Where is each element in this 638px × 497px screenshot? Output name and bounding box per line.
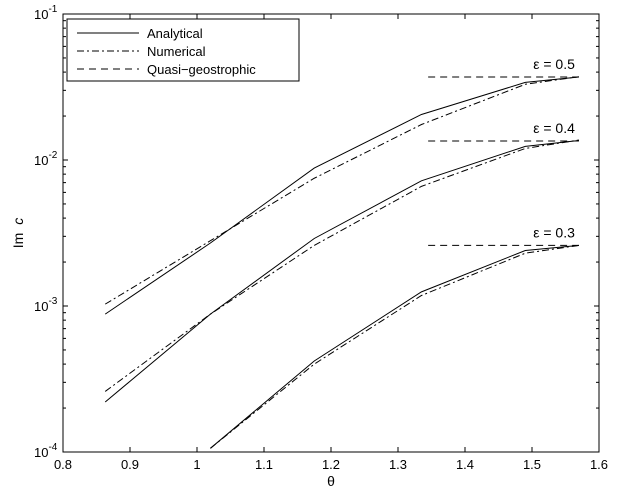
y-tick-exponent: -4 (48, 442, 57, 453)
epsilon-label: ε = 0.3 (533, 224, 575, 240)
legend-label: Quasi−geostrophic (147, 62, 256, 77)
epsilon-label: ε = 0.4 (533, 120, 575, 136)
analytical-line (104, 140, 579, 403)
y-tick-label: 10-3 (34, 296, 58, 314)
x-axis-label: θ (327, 473, 335, 489)
x-tick-label: 1 (193, 457, 200, 472)
y-tick-label: 10-1 (34, 4, 58, 22)
numerical-line (210, 244, 579, 449)
curve-annotations: ε = 0.5 ε = 0.4 ε = 0.3 (533, 56, 575, 240)
x-tick-label: 0.8 (54, 457, 72, 472)
epsilon-label: ε = 0.5 (533, 56, 575, 72)
y-axis-label-prefix: Im (10, 233, 26, 249)
y-tick-base: 10 (34, 7, 48, 22)
series-lines (104, 76, 579, 449)
axis-ticks: 0.8 0.9 1 1.1 1.2 1.3 1.4 1.5 1.610-410-310-210-… (34, 4, 608, 472)
y-tick-base: 10 (34, 153, 48, 168)
x-tick-label: 1.1 (255, 457, 273, 472)
legend-label: Analytical (147, 26, 203, 41)
numerical-line (104, 139, 579, 392)
x-tick-label: 1.5 (523, 457, 541, 472)
y-tick-exponent: -2 (48, 150, 57, 161)
x-tick-label: 1.4 (456, 457, 474, 472)
y-axis-label: Im c (10, 218, 26, 248)
x-tick-label: 1.3 (389, 457, 407, 472)
x-tick-label: 1.2 (322, 457, 340, 472)
x-tick-label: 1.6 (590, 457, 608, 472)
y-tick-exponent: -1 (48, 4, 57, 15)
numerical-line (104, 76, 579, 305)
analytical-line (210, 244, 579, 449)
y-tick-base: 10 (34, 445, 48, 460)
legend-box (66, 18, 300, 82)
y-tick-label: 10-2 (34, 150, 58, 168)
legend-label: Numerical (147, 44, 206, 59)
analytical-line (104, 76, 579, 315)
x-tick-label: 0.9 (121, 457, 139, 472)
y-tick-exponent: -3 (48, 296, 57, 307)
y-tick-base: 10 (34, 299, 48, 314)
legend: Analytical Numerical Quasi−geostrophic (66, 18, 300, 82)
y-tick-label: 10-4 (34, 442, 58, 460)
y-axis-label-variable: c (10, 218, 26, 225)
